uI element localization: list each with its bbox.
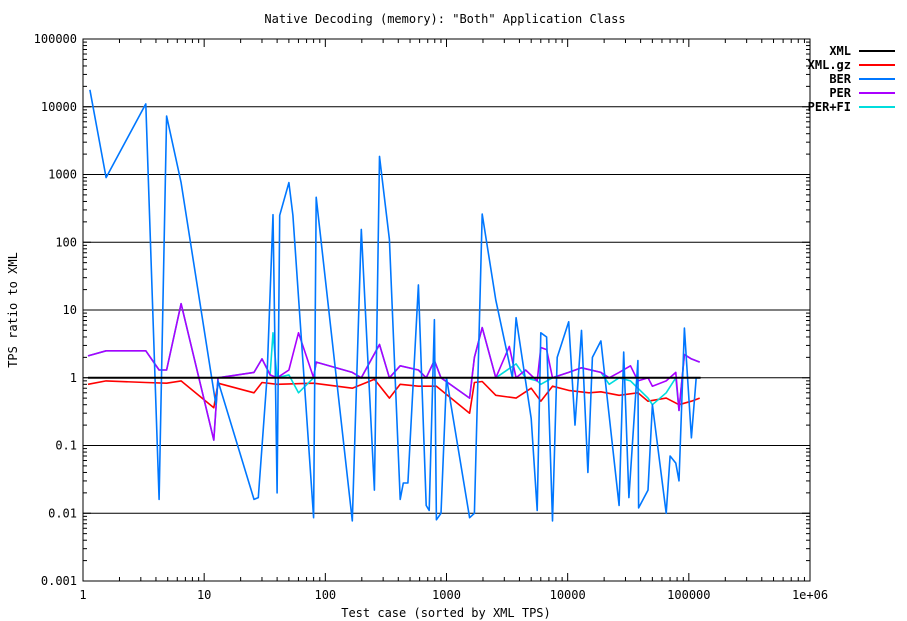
legend-label: BER bbox=[829, 72, 851, 86]
y-axis-label: TPS ratio to XML bbox=[6, 252, 20, 368]
legend-label: XML.gz bbox=[808, 58, 851, 72]
x-tick-label: 10000 bbox=[550, 588, 586, 602]
y-tick-label: 0.1 bbox=[55, 439, 77, 453]
chart-title: Native Decoding (memory): "Both" Applica… bbox=[264, 12, 625, 26]
axis-ticks: 0.001 0.01 0.1 1 10 100 1000 10000 100000 1 10 100 1… bbox=[34, 32, 828, 602]
x-tick-label: 100 bbox=[314, 588, 336, 602]
x-tick-label: 1000 bbox=[432, 588, 461, 602]
x-tick-label: 10 bbox=[197, 588, 211, 602]
y-tick-label: 100 bbox=[55, 235, 77, 249]
legend-label: PER bbox=[829, 86, 851, 100]
gridlines bbox=[83, 106, 810, 514]
legend-label: XML bbox=[829, 44, 851, 58]
x-tick-label: 1 bbox=[79, 588, 86, 602]
x-tick-label: 100000 bbox=[667, 588, 710, 602]
y-tick-label: 10 bbox=[63, 303, 77, 317]
series-line-per bbox=[87, 302, 700, 441]
y-tick-label: 0.001 bbox=[41, 574, 77, 588]
series-line-ber bbox=[89, 89, 700, 522]
series-group bbox=[87, 89, 701, 522]
x-axis-label: Test case (sorted by XML TPS) bbox=[341, 606, 551, 620]
x-tick-label: 1e+06 bbox=[792, 588, 828, 602]
y-tick-label: 10000 bbox=[41, 100, 77, 114]
y-tick-label: 0.01 bbox=[48, 506, 77, 520]
legend-label: PER+FI bbox=[808, 100, 851, 114]
y-tick-label: 100000 bbox=[34, 32, 77, 46]
y-tick-label: 1000 bbox=[48, 168, 77, 182]
y-tick-label: 1 bbox=[70, 371, 77, 385]
